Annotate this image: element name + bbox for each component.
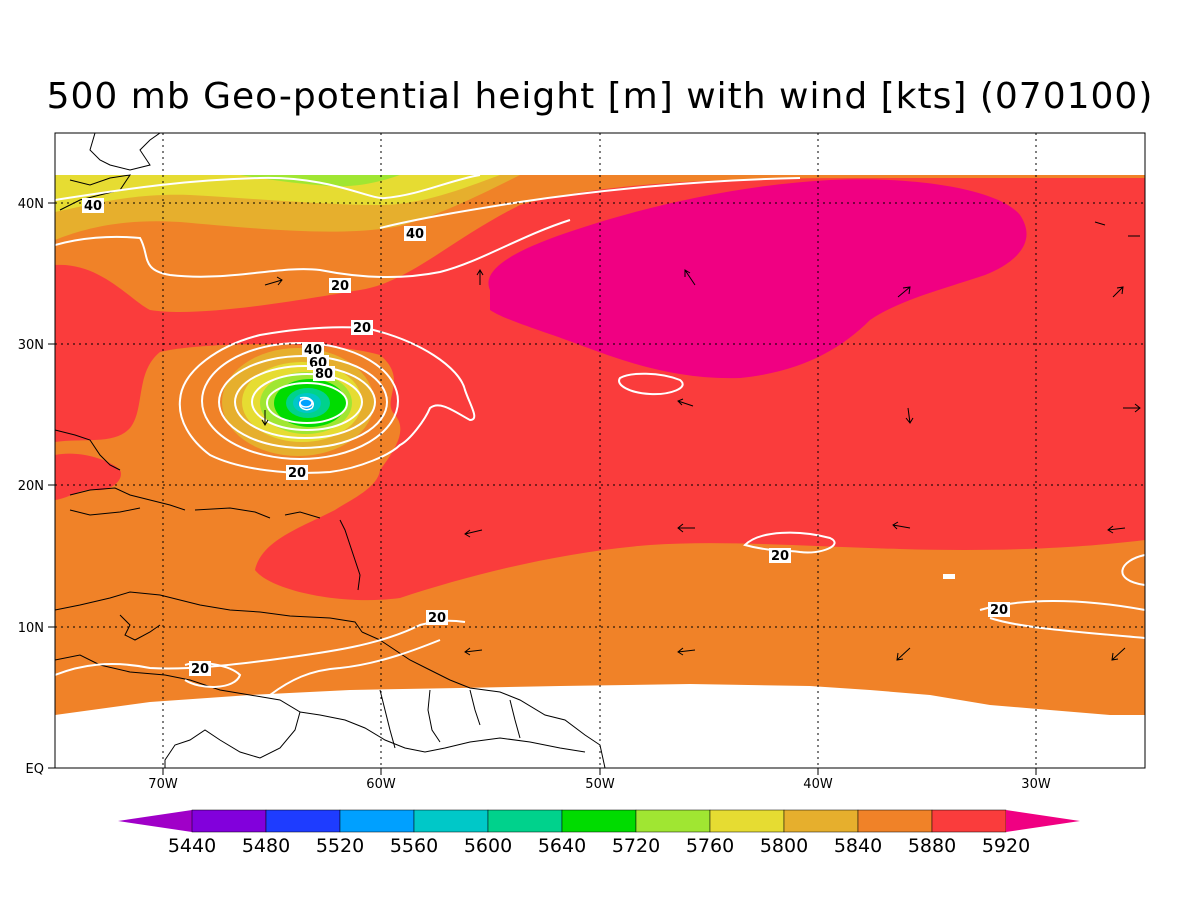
- colorbar-swatch: [857, 809, 933, 833]
- colorbar-label: 5880: [908, 835, 956, 857]
- svg-text:40: 40: [304, 343, 322, 358]
- svg-text:20: 20: [353, 321, 371, 336]
- colorbar-swatch: [635, 809, 711, 833]
- svg-text:40: 40: [84, 199, 102, 214]
- colorbar-arrow-low: [118, 810, 192, 832]
- contour-label: 80: [313, 366, 335, 382]
- lat-label: 10N: [18, 621, 44, 636]
- colorbar-arrow-high: [1006, 810, 1080, 832]
- contour-label: 40: [404, 226, 426, 242]
- contour-label: 20: [988, 602, 1010, 618]
- colorbar-label: 5480: [242, 835, 290, 857]
- coastlines: [55, 133, 1140, 768]
- lon-label: 40W: [803, 777, 833, 792]
- colorbar-swatch: [265, 809, 341, 833]
- colorbar-label: 5440: [168, 835, 216, 857]
- svg-text:20: 20: [288, 466, 306, 481]
- colorbar: 5440 5480 5520 5560 5600 5640 5720 5760 5800 5840…: [118, 809, 1080, 857]
- y-axis-labels: 40N 30N 20N 10N EQ: [18, 197, 44, 777]
- height-band-5920: [488, 179, 1027, 379]
- lon-label: 50W: [585, 777, 615, 792]
- contour-label: 20: [769, 548, 791, 564]
- colorbar-swatch: [709, 809, 785, 833]
- contour-labels: 40 40 20 20 40 60 80 20 20 20 20 20: [82, 198, 1010, 677]
- svg-text:20: 20: [428, 611, 446, 626]
- colorbar-swatch: [561, 809, 637, 833]
- colorbar-label: 5800: [760, 835, 808, 857]
- chart-title: 500 mb Geo-potential height [m] with win…: [46, 76, 1154, 117]
- colorbar-swatch: [191, 809, 267, 833]
- contour-label: 20: [351, 320, 373, 336]
- lon-label: 30W: [1021, 777, 1051, 792]
- colorbar-label: 5640: [538, 835, 586, 857]
- colorbar-label: 5840: [834, 835, 882, 857]
- colorbar-swatch: [931, 809, 1007, 833]
- x-axis-labels: 70W 60W 50W 40W 30W: [148, 777, 1051, 792]
- colorbar-label: 5920: [982, 835, 1030, 857]
- colorbar-swatch: [487, 809, 563, 833]
- height-field: [55, 133, 1145, 768]
- lat-label: EQ: [26, 762, 44, 777]
- colorbar-label: 5600: [464, 835, 512, 857]
- lat-label: 20N: [18, 479, 44, 494]
- storm-center: [298, 396, 314, 411]
- svg-text:20: 20: [990, 603, 1008, 618]
- contour-label: 20: [286, 465, 308, 481]
- axis-ticks: [48, 202, 1037, 775]
- lat-label: 30N: [18, 338, 44, 353]
- svg-text:20: 20: [331, 279, 349, 294]
- lat-label: 40N: [18, 197, 44, 212]
- colorbar-label: 5560: [390, 835, 438, 857]
- contour-label: 40: [82, 198, 104, 214]
- contour-label: 40: [302, 342, 324, 358]
- contour-label: 20: [426, 610, 448, 626]
- svg-text:20: 20: [771, 549, 789, 564]
- colorbar-label: 5720: [612, 835, 660, 857]
- svg-text:80: 80: [315, 367, 333, 382]
- contour-label: 20: [189, 661, 211, 677]
- wind-arrows: [261, 269, 1141, 661]
- svg-text:20: 20: [191, 662, 209, 677]
- lon-label: 60W: [366, 777, 396, 792]
- colorbar-swatch: [339, 809, 415, 833]
- colorbar-label: 5760: [686, 835, 734, 857]
- svg-text:40: 40: [406, 227, 424, 242]
- colorbar-swatch: [783, 809, 859, 833]
- lon-label: 70W: [148, 777, 178, 792]
- colorbar-label: 5520: [316, 835, 364, 857]
- gridlines: [55, 133, 1145, 768]
- contour-label: 20: [329, 278, 351, 294]
- colorbar-swatch: [413, 809, 489, 833]
